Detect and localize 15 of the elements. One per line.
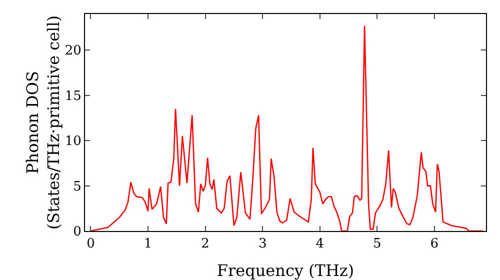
y-tick-label: 5: [73, 179, 82, 194]
x-tick-label: 6: [430, 236, 439, 252]
x-tick-label: 5: [373, 236, 382, 252]
y-tick-label: 0: [73, 224, 82, 240]
x-tick-label: 1: [144, 236, 152, 252]
line-series: [90, 25, 484, 231]
y-tick-label: 20: [64, 44, 82, 59]
x-tick-label: 2: [201, 236, 210, 252]
x-axis-title: Frequency (THz): [216, 261, 354, 280]
y-tick-label: 10: [64, 134, 82, 150]
x-tick-label: 4: [316, 236, 324, 252]
x-tick-label: 3: [258, 236, 267, 252]
y-tick-label: 15: [64, 88, 82, 104]
x-tick-label: 0: [86, 236, 95, 252]
y-axis-title: Phonon DOS (States/THz·primitive cell): [23, 15, 63, 230]
